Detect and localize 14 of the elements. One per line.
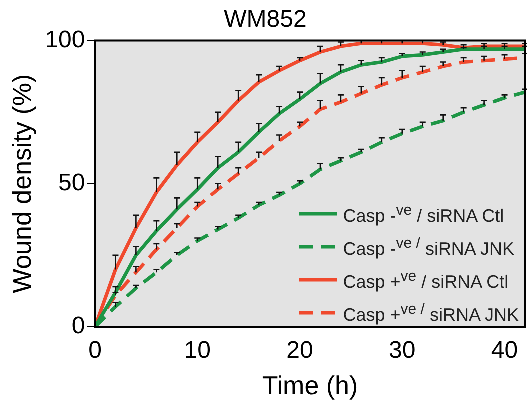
legend-label: Casp -$^{ve /}$ siRNA JNK: [343, 234, 514, 261]
y-axis-title: Wound density (%): [6, 74, 37, 294]
y-tick-label: 100: [45, 26, 86, 54]
y-tick-label: 0: [72, 312, 86, 340]
x-tick-label: 20: [286, 337, 314, 364]
x-tick-label: 30: [389, 337, 416, 364]
x-tick-label: 40: [491, 337, 518, 364]
x-tick-label: 10: [184, 337, 211, 364]
legend-label: Casp -$^{ve}$ / siRNA Ctl: [343, 201, 504, 228]
legend-label: Casp +$^{ve /}$ siRNA JNK: [343, 300, 519, 327]
y-tick-label: 50: [58, 170, 86, 197]
legend-label: Casp +$^{ve}$ / siRNA Ctl: [343, 267, 509, 294]
x-axis-title: Time (h): [262, 370, 358, 401]
chart-title: WM852: [224, 6, 307, 34]
